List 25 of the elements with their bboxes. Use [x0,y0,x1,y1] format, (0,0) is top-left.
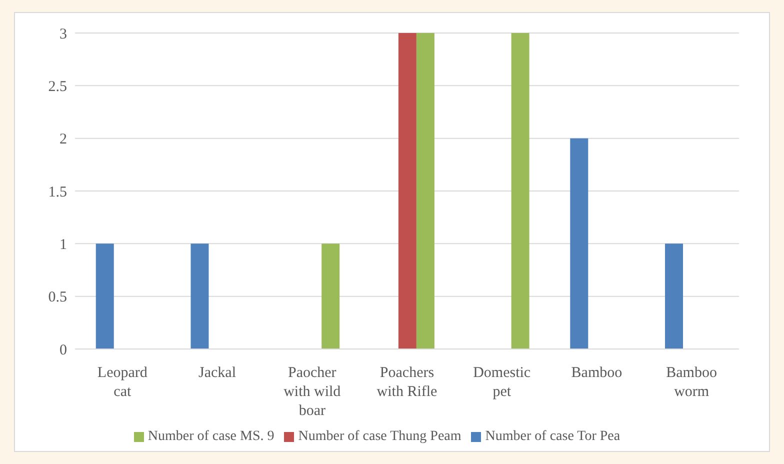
y-tick-label: 2 [60,132,67,148]
legend-label: Number of case MS. 9 [148,429,274,444]
bar [570,138,588,349]
legend-label: Number of case Tor Pea [485,429,620,444]
bar [322,244,340,349]
bar [511,33,530,349]
y-tick-label: 0.5 [48,290,67,306]
x-tick-label: Jackal [198,365,236,381]
bar [190,244,209,349]
x-tick-label: Poachers with Rifle [376,365,438,400]
bar [416,33,434,349]
x-tick-label: Bamboo worm [666,365,717,400]
bar [398,33,416,349]
legend-label: Number of case Thung Peam [298,429,462,444]
y-tick-label: 1 [60,236,67,253]
bar [665,244,684,349]
y-tick-label: 3 [60,26,67,42]
y-tick-label: 0 [60,342,67,358]
x-tick-label: Leopard cat [97,365,148,400]
x-tick-label: Bamboo [571,365,622,381]
x-tick-label: Domestic pet [473,365,531,400]
x-tick-label: Paocher with wild boar [284,365,342,419]
y-tick-label: 1.5 [48,184,67,200]
y-tick-label: 2.5 [48,78,67,95]
bar [96,244,114,349]
